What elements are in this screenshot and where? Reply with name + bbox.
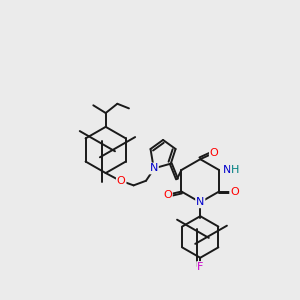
Text: O: O — [230, 187, 239, 196]
Text: O: O — [117, 176, 126, 186]
Text: O: O — [163, 190, 172, 200]
Text: O: O — [210, 148, 219, 158]
Text: N: N — [150, 164, 158, 173]
Text: H: H — [231, 165, 239, 175]
Text: N: N — [223, 165, 231, 175]
Text: N: N — [196, 197, 204, 207]
Text: F: F — [197, 262, 203, 272]
